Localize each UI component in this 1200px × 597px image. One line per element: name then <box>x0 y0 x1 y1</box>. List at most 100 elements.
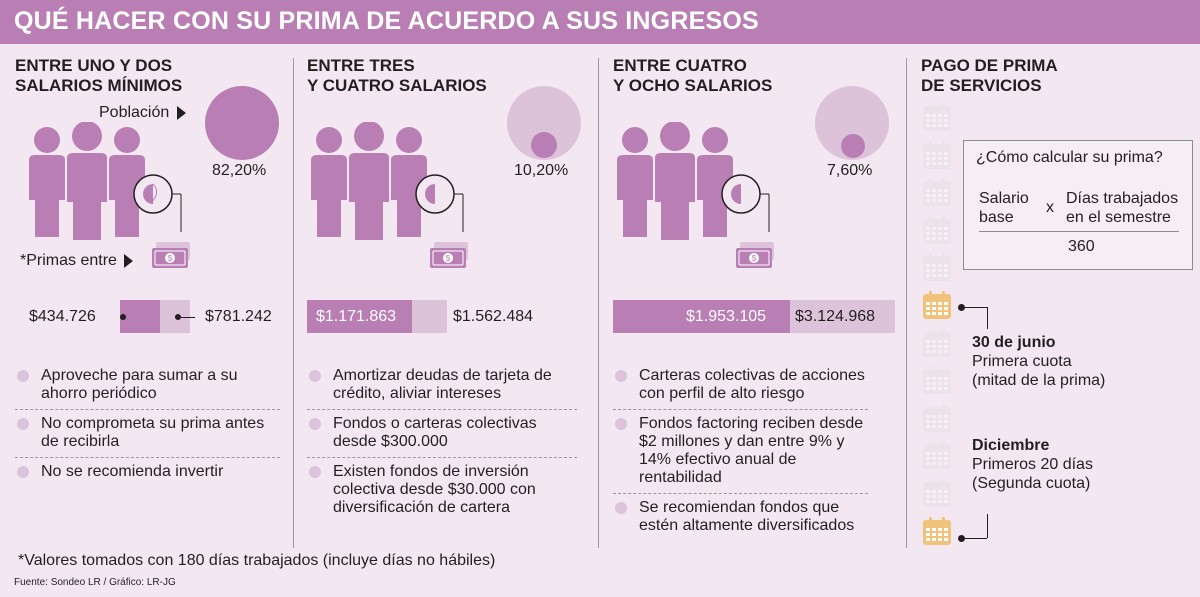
list-item-text: Existen fondos de inversión colectiva de… <box>333 463 536 516</box>
column-title-line: Y CUATRO SALARIOS <box>307 76 487 95</box>
bullet-dot <box>615 502 627 514</box>
connector-line <box>175 317 195 318</box>
connector-line <box>965 538 987 539</box>
list-item-text: Carteras colectivas de acciones con perf… <box>639 367 865 402</box>
people-icon <box>617 122 770 240</box>
formula-divisor: 360 <box>1068 238 1095 255</box>
formula-title: ¿Cómo calcular su prima? <box>976 149 1163 166</box>
bullet-dot <box>309 370 321 382</box>
list-item: Se recomiendan fondos que estén altament… <box>613 494 868 541</box>
bullet-dot <box>309 466 321 478</box>
bullet-dot <box>615 370 627 382</box>
income-column-1: ENTRE UNO Y DOS SALARIOS MÍNIMOS Poblaci… <box>15 44 287 574</box>
population-label: Población <box>99 104 186 122</box>
first-payment-line: Primera cuota <box>972 353 1072 370</box>
connector-line <box>987 307 988 329</box>
prima-range-bar <box>613 300 895 333</box>
formula-dias-line: en el semestre <box>1066 209 1171 226</box>
payment-title-line: DE SERVICIOS <box>921 76 1042 95</box>
money-bill-icon: $ <box>152 242 190 268</box>
first-payment-line: (mitad de la prima) <box>972 372 1106 389</box>
footnote: *Valores tomados con 180 días trabajados… <box>18 552 496 569</box>
list-item: Fondos o carteras colectivas desde $300.… <box>307 410 577 458</box>
triangle-right-icon <box>124 253 134 268</box>
list-item: Aproveche para sumar a su ahorro periódi… <box>15 362 280 410</box>
bullet-dot <box>17 418 29 430</box>
bullet-dot <box>17 370 29 382</box>
calendar-highlight-icon <box>923 291 951 319</box>
calendar-icon <box>923 403 951 432</box>
income-column-2: ENTRE TRES Y CUATRO SALARIOS 10,20% $ $1… <box>307 44 592 574</box>
calendar-icon <box>923 103 951 131</box>
calendar-icon <box>923 215 951 244</box>
list-item: Fondos factoring reciben desde $2 millon… <box>613 410 868 494</box>
title-banner: QUÉ HACER CON SU PRIMA DE ACUERDO A SUS … <box>0 0 1200 44</box>
payment-title-line: PAGO DE PRIMA <box>921 56 1058 75</box>
column-divider <box>906 58 907 548</box>
prima-min-value: $434.726 <box>29 308 96 325</box>
prima-min-value: $1.171.863 <box>316 308 397 325</box>
list-item: No comprometa su prima antes de recibirl… <box>15 410 280 458</box>
column-title-line: ENTRE UNO Y DOS <box>15 56 173 75</box>
bullet-dot <box>17 466 29 478</box>
calendar-icon <box>923 253 951 282</box>
column-title-line: SALARIOS MÍNIMOS <box>15 76 183 95</box>
source-credit: Fuente: Sondeo LR / Gráfico: LR-JG <box>14 577 176 588</box>
list-item-text: Fondos o carteras colectivas desde $300.… <box>333 415 537 450</box>
list-item-text: Fondos factoring reciben desde $2 millon… <box>639 415 864 486</box>
population-fill <box>531 132 557 158</box>
list-item-text: No se recomienda invertir <box>41 463 224 480</box>
column-title: ENTRE UNO Y DOS SALARIOS MÍNIMOS <box>15 56 182 96</box>
calendar-icon <box>923 140 951 169</box>
primas-entre-text: *Primas entre <box>20 252 117 269</box>
population-fill <box>841 134 865 158</box>
population-label-text: Población <box>99 104 170 121</box>
second-payment-line: (Segunda cuota) <box>972 475 1091 492</box>
connector-dot <box>958 535 965 542</box>
column-title: ENTRE TRES Y CUATRO SALARIOS <box>307 56 487 96</box>
recommendation-list: Amortizar deudas de tarjeta de crédito, … <box>307 362 577 523</box>
first-payment-info: 30 de junio Primera cuota (mitad de la p… <box>972 333 1105 390</box>
calendar-icon <box>923 366 951 395</box>
svg-text:$: $ <box>752 254 757 263</box>
list-item: Carteras colectivas de acciones con perf… <box>613 362 868 410</box>
formula-salario-line: base <box>979 209 1014 226</box>
calendar-icon <box>923 328 951 357</box>
second-payment-date: Diciembre <box>972 437 1050 454</box>
prima-range-bar <box>120 300 190 333</box>
svg-text:$: $ <box>168 254 173 263</box>
people-icon <box>311 122 464 240</box>
formula-salario-line: Salario <box>979 190 1029 207</box>
list-item: No se recomienda invertir <box>15 458 280 487</box>
svg-text:$: $ <box>446 254 451 263</box>
bar-max-segment <box>412 300 447 333</box>
second-payment-line: Primeros 20 días <box>972 456 1093 473</box>
page-title: QUÉ HACER CON SU PRIMA DE ACUERDO A SUS … <box>14 7 759 35</box>
population-percent: 10,20% <box>514 162 569 179</box>
column-title-line: ENTRE TRES <box>307 56 415 75</box>
triangle-right-icon <box>176 105 186 120</box>
prima-max-value: $781.242 <box>205 308 272 325</box>
prima-max-value: $3.124.968 <box>795 308 876 325</box>
people-icon <box>29 122 182 240</box>
payment-title: PAGO DE PRIMA DE SERVICIOS <box>921 56 1058 96</box>
connector-dot <box>958 304 965 311</box>
primas-entre-label: *Primas entre <box>20 252 134 270</box>
list-item: Amortizar deudas de tarjeta de crédito, … <box>307 362 577 410</box>
recommendation-list: Aproveche para sumar a su ahorro periódi… <box>15 362 280 487</box>
list-item: Existen fondos de inversión colectiva de… <box>307 458 577 523</box>
calendar-icon <box>923 479 951 507</box>
formula-dias: Días trabajados en el semestre <box>1066 189 1178 227</box>
population-circle <box>205 86 279 160</box>
formula-times: x <box>1046 199 1054 216</box>
population-percent: 82,20% <box>212 162 267 179</box>
bullet-dot <box>309 418 321 430</box>
formula-dias-line: Días trabajados <box>1066 190 1179 207</box>
recommendation-list: Carteras colectivas de acciones con perf… <box>613 362 868 541</box>
formula-salario: Salario base <box>979 189 1029 227</box>
list-item-text: Aproveche para sumar a su ahorro periódi… <box>41 367 238 402</box>
column-title: ENTRE CUATRO Y OCHO SALARIOS <box>613 56 772 96</box>
money-bill-icon: $ <box>430 242 468 268</box>
income-column-3: ENTRE CUATRO Y OCHO SALARIOS 7,60% $ $1.… <box>613 44 898 574</box>
bar-min-segment <box>307 300 412 333</box>
